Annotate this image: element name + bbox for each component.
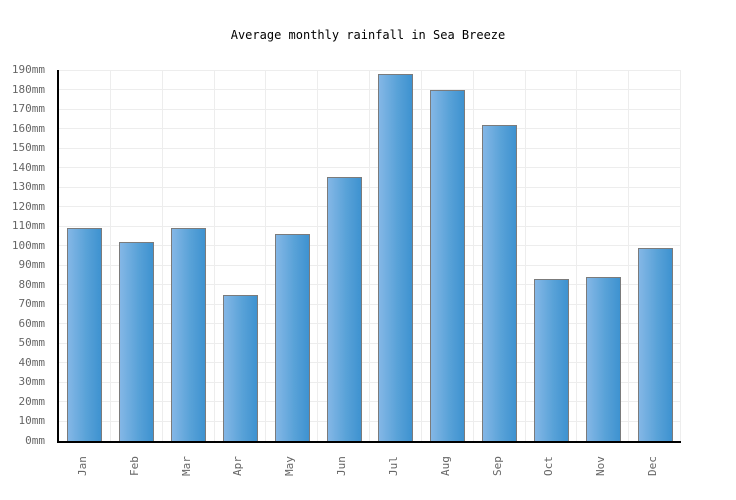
plot-area: [57, 69, 681, 443]
gridline-horizontal: [59, 69, 681, 71]
gridline-horizontal: [59, 186, 681, 188]
gridline-horizontal: [59, 323, 681, 325]
y-tick-label: 40mm: [18, 355, 46, 369]
y-tick-label: 160mm: [11, 121, 45, 135]
bar-oct: [533, 278, 569, 441]
y-tick-label: 150mm: [11, 141, 45, 155]
gridline-horizontal: [59, 128, 681, 130]
gridline-vertical: [680, 70, 681, 441]
y-tick-label: 10mm: [18, 414, 46, 428]
gridline-horizontal: [59, 381, 681, 383]
gridline-vertical: [628, 70, 630, 441]
y-tick-label: 0mm: [25, 434, 45, 447]
y-tick-label: 30mm: [18, 375, 46, 389]
gridline-horizontal: [59, 206, 681, 208]
gridline-horizontal: [59, 401, 681, 403]
bar-jul: [378, 73, 414, 441]
bar-sep: [482, 124, 518, 441]
y-axis-labels: 0mm 10mm 20mm 30mm 40mm 50mm 60mm 70mm 80mm 90mm 1…: [0, 64, 51, 447]
y-tick-label: 120mm: [11, 199, 45, 213]
gridline-horizontal: [59, 245, 681, 247]
y-tick-label: 170mm: [11, 102, 45, 116]
x-tick-label: Jan: [75, 456, 89, 476]
gridline-horizontal: [59, 89, 681, 91]
gridline-vertical: [420, 70, 422, 441]
y-tick-label: 110mm: [11, 219, 45, 233]
gridline-vertical: [109, 70, 111, 441]
x-tick-label: Dec: [646, 456, 660, 476]
y-tick-label: 100mm: [11, 238, 45, 252]
gridline-horizontal: [59, 167, 681, 169]
x-tick-label: Oct: [542, 456, 556, 476]
bar-mar: [171, 228, 207, 441]
x-tick-label: Apr: [231, 456, 245, 476]
gridline-horizontal: [59, 264, 681, 266]
bar-aug: [430, 89, 466, 441]
gridline-horizontal: [59, 303, 681, 305]
x-tick-label: Aug: [438, 456, 452, 476]
gridline-vertical: [161, 70, 163, 441]
gridline-vertical: [472, 70, 474, 441]
y-tick-label: 60mm: [18, 316, 46, 330]
gridline-horizontal: [59, 108, 681, 110]
gridline-horizontal: [59, 420, 681, 422]
x-tick-label: May: [283, 456, 297, 476]
x-tick-label: Mar: [179, 456, 193, 476]
y-tick-label: 70mm: [18, 297, 46, 311]
gridline-horizontal: [59, 147, 681, 149]
x-axis-labels: Jan Feb Mar Apr May Jun Jul Aug Sep Oct Nov Dec: [57, 441, 679, 496]
y-tick-label: 180mm: [11, 82, 45, 96]
bar-may: [274, 234, 310, 441]
x-tick-label: Feb: [127, 456, 141, 476]
y-tick-label: 50mm: [18, 336, 46, 350]
y-tick-label: 80mm: [18, 277, 46, 291]
x-tick-label: Jul: [386, 456, 400, 476]
gridline-horizontal: [59, 284, 681, 286]
y-tick-label: 20mm: [18, 394, 46, 408]
gridline-horizontal: [59, 225, 681, 227]
x-tick-label: Nov: [594, 456, 608, 476]
x-tick-label: Jun: [335, 456, 349, 476]
gridline-vertical: [369, 70, 370, 441]
bar-dec: [637, 247, 673, 441]
bar-jan: [67, 228, 103, 441]
gridline-vertical: [213, 70, 215, 441]
bar-nov: [585, 276, 621, 441]
gridline-vertical: [317, 70, 319, 441]
chart-title: Average monthly rainfall in Sea Breeze: [230, 28, 506, 42]
gridline-horizontal: [59, 362, 681, 364]
y-tick-label: 190mm: [11, 63, 45, 76]
bar-apr: [222, 294, 258, 441]
y-tick-label: 130mm: [11, 180, 45, 194]
bar-jun: [326, 177, 362, 441]
gridline-horizontal: [59, 342, 681, 344]
gridline-vertical: [265, 70, 267, 441]
y-tick-label: 90mm: [18, 258, 46, 272]
gridline-vertical: [524, 70, 526, 441]
y-tick-label: 140mm: [11, 160, 45, 174]
x-tick-label: Sep: [490, 456, 504, 476]
bar-feb: [119, 241, 155, 441]
gridline-vertical: [576, 70, 578, 441]
